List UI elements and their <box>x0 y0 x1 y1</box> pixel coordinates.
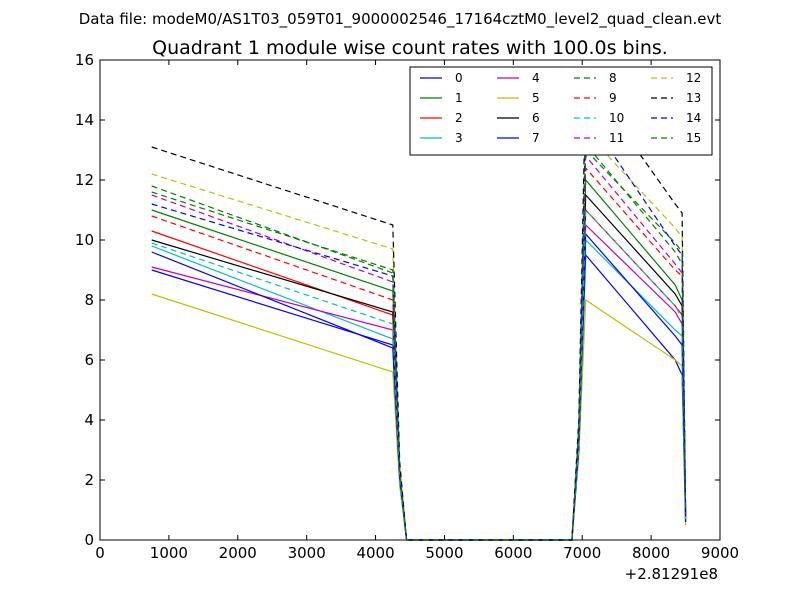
legend-label-0: 0 <box>455 71 463 85</box>
x-axis-offset-label: +2.81291e8 <box>625 565 718 583</box>
x-axis: 0 1000 2000 3000 4000 5000 6000 7000 8000 9000 <box>95 60 739 562</box>
series-line-15 <box>151 148 687 541</box>
y-tick-label: 16 <box>75 51 94 69</box>
legend-label-13: 13 <box>686 91 701 105</box>
x-tick-label: 7000 <box>563 544 601 562</box>
legend-label-14: 14 <box>686 111 701 125</box>
chart-title: Quadrant 1 module wise count rates with … <box>152 37 668 59</box>
x-tick-label: 2000 <box>219 544 257 562</box>
y-tick-label: 14 <box>75 111 94 129</box>
y-tick-label: 10 <box>75 231 94 249</box>
legend-label-8: 8 <box>609 71 617 85</box>
legend-label-9: 9 <box>609 91 617 105</box>
legend-label-1: 1 <box>455 91 463 105</box>
legend-label-6: 6 <box>532 111 540 125</box>
legend-label-10: 10 <box>609 111 624 125</box>
x-tick-label: 1000 <box>150 544 188 562</box>
y-tick-label: 4 <box>84 411 94 429</box>
y-tick-label: 12 <box>75 171 94 189</box>
legend-label-15: 15 <box>686 131 701 145</box>
legend-label-4: 4 <box>532 71 540 85</box>
x-tick-label: 8000 <box>632 544 670 562</box>
series-layer <box>151 76 687 541</box>
legend-label-11: 11 <box>609 131 624 145</box>
chart-suptitle: Data file: modeM0/AS1T03_059T01_90000025… <box>79 10 722 29</box>
y-tick-label: 0 <box>84 531 94 549</box>
legend-box <box>409 66 713 156</box>
y-tick-label: 8 <box>84 291 94 309</box>
x-tick-label: 6000 <box>494 544 532 562</box>
legend-label-3: 3 <box>455 131 463 145</box>
y-tick-label: 2 <box>84 471 94 489</box>
y-tick-label: 6 <box>84 351 94 369</box>
x-tick-label: 3000 <box>288 544 326 562</box>
x-tick-label: 0 <box>95 544 105 562</box>
x-tick-label: 9000 <box>701 544 739 562</box>
x-tick-label: 4000 <box>356 544 394 562</box>
x-tick-label: 5000 <box>425 544 463 562</box>
legend-label-5: 5 <box>532 91 540 105</box>
legend-label-7: 7 <box>532 131 540 145</box>
legend-label-12: 12 <box>686 71 701 85</box>
legend-label-2: 2 <box>455 111 463 125</box>
